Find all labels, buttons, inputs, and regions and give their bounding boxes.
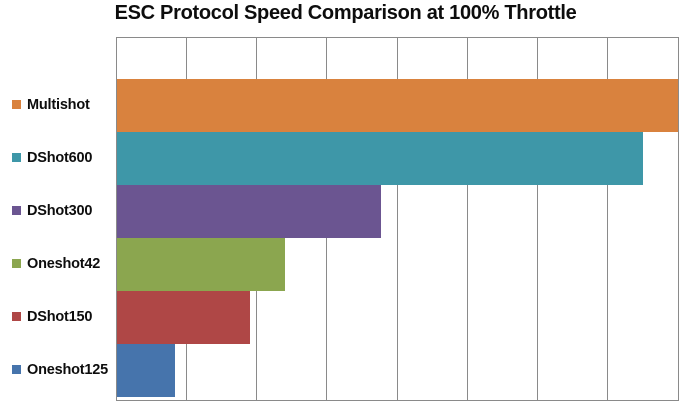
category-label-text-oneshot125: Oneshot125 [27, 361, 108, 378]
plot-area [116, 37, 679, 401]
bar-multishot [117, 79, 678, 132]
bar-oneshot125 [117, 344, 176, 397]
bar-dshot300 [117, 185, 382, 238]
category-label-multishot: Multishot [12, 94, 90, 116]
legend-swatch-oneshot42 [12, 259, 21, 268]
legend-swatch-dshot150 [12, 312, 21, 321]
x-gridline [396, 38, 398, 400]
legend-swatch-multishot [12, 100, 21, 109]
x-gridline [466, 38, 468, 400]
bar-oneshot42 [117, 238, 286, 291]
x-gridline [606, 38, 608, 400]
category-label-dshot300: DShot300 [12, 200, 92, 222]
bar-dshot150 [117, 291, 251, 344]
x-gridline [536, 38, 538, 400]
bar-dshot600 [117, 132, 643, 185]
legend-swatch-dshot300 [12, 206, 21, 215]
category-label-dshot600: DShot600 [12, 147, 92, 169]
category-label-oneshot125: Oneshot125 [12, 359, 108, 381]
category-label-text-dshot150: DShot150 [27, 308, 93, 325]
category-label-text-oneshot42: Oneshot42 [27, 255, 101, 272]
chart-title: ESC Protocol Speed Comparison at 100% Th… [114, 2, 577, 24]
category-label-text-dshot600: DShot600 [27, 149, 93, 166]
category-label-text-dshot300: DShot300 [27, 202, 93, 219]
category-label-oneshot42: Oneshot42 [12, 253, 100, 275]
category-label-dshot150: DShot150 [12, 306, 92, 328]
legend-swatch-dshot600 [12, 153, 21, 162]
legend-swatch-oneshot125 [12, 365, 21, 374]
category-label-text-multishot: Multishot [27, 96, 90, 113]
